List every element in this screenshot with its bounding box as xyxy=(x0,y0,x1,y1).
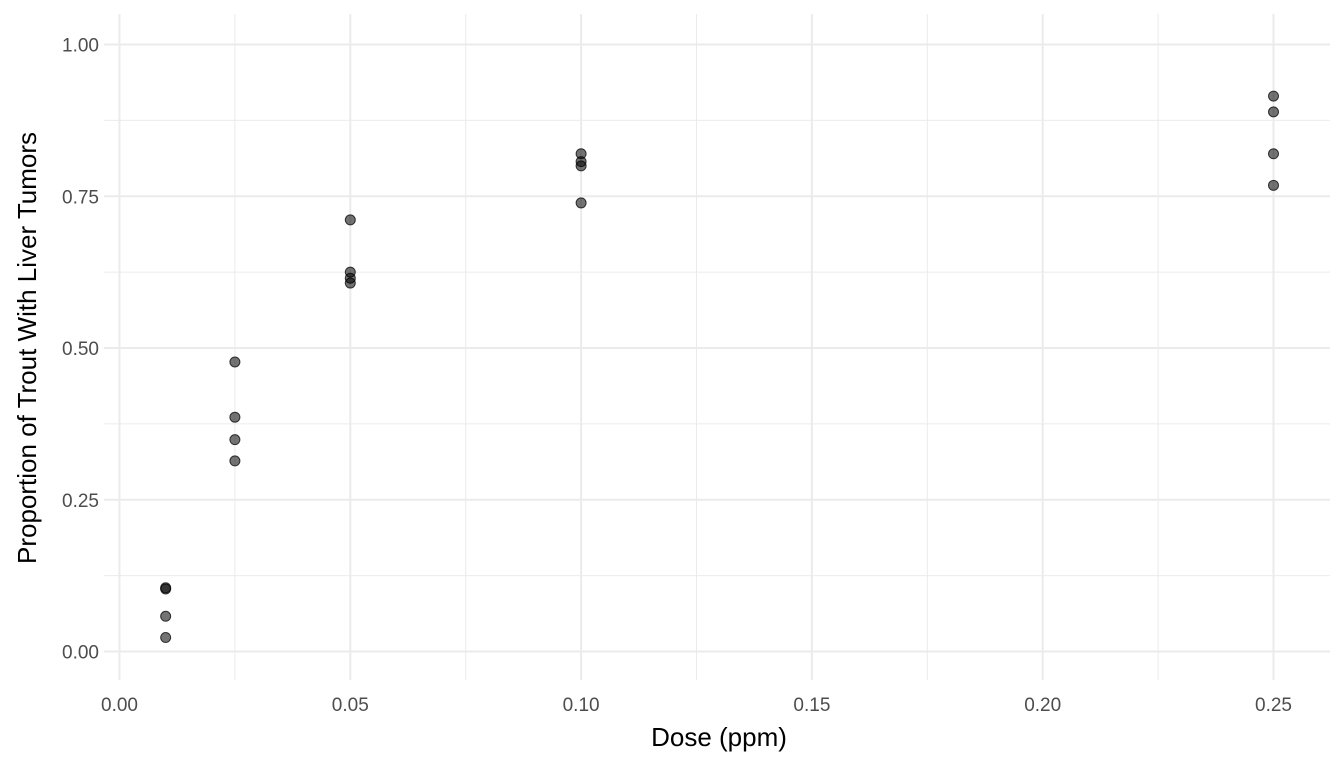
y-tick-label: 0.75 xyxy=(62,187,99,208)
data-points xyxy=(160,90,1279,644)
y-tick-label: 0.00 xyxy=(62,643,99,664)
y-tick-label: 0.25 xyxy=(62,491,99,512)
data-point xyxy=(575,197,587,209)
data-point xyxy=(160,610,172,622)
x-tick-label: 0.20 xyxy=(1024,695,1061,716)
data-point xyxy=(229,455,241,467)
y-tick-label: 1.00 xyxy=(62,36,99,57)
data-point xyxy=(160,632,172,644)
x-tick-label: 0.00 xyxy=(101,695,138,716)
data-point xyxy=(229,356,241,368)
data-point xyxy=(1268,90,1279,102)
x-tick-label: 0.15 xyxy=(793,695,830,716)
data-point xyxy=(229,411,241,423)
data-point xyxy=(1268,106,1279,118)
data-point xyxy=(1268,179,1279,191)
axis-ticks: 0.00 0.05 0.10 0.15 0.20 0.25 0.00 0.25 0.50 0.75… xyxy=(62,36,1292,717)
grid xyxy=(104,14,1330,680)
data-point xyxy=(1268,148,1279,160)
y-axis-title: Proportion of Trout With Liver Tumors xyxy=(12,132,42,564)
data-point xyxy=(344,277,356,289)
x-tick-label: 0.10 xyxy=(563,695,600,716)
data-point xyxy=(344,214,356,226)
data-point xyxy=(575,160,587,172)
data-point xyxy=(160,583,172,595)
x-axis-title: Dose (ppm) xyxy=(651,722,787,752)
y-tick-label: 0.50 xyxy=(62,339,99,360)
x-tick-label: 0.05 xyxy=(332,695,369,716)
data-point xyxy=(229,434,241,446)
x-tick-label: 0.25 xyxy=(1255,695,1292,716)
